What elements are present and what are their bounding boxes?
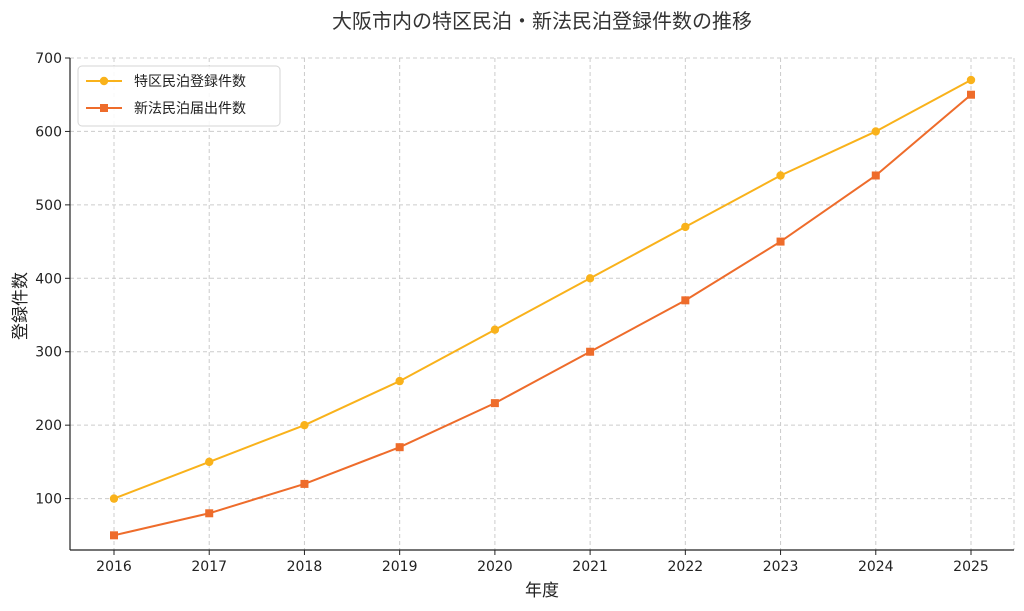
axes — [69, 58, 1014, 551]
series-line — [113, 79, 972, 500]
data-point — [967, 90, 975, 99]
data-point — [110, 531, 118, 540]
x-tick-label: 2020 — [477, 559, 513, 575]
x-tick-label: 2022 — [668, 559, 704, 575]
series-group — [109, 75, 976, 540]
data-point — [966, 75, 976, 85]
data-point — [395, 376, 404, 386]
x-tick-label: 2018 — [287, 559, 323, 575]
data-point — [205, 457, 214, 467]
data-point — [586, 347, 595, 356]
x-tick-label: 2019 — [382, 559, 418, 575]
y-tick-label: 500 — [35, 198, 62, 214]
legend-label: 新法民泊届出件数 — [134, 101, 246, 117]
data-point — [205, 509, 214, 518]
data-point — [395, 443, 404, 452]
data-point — [490, 399, 499, 408]
x-tick-label: 2021 — [572, 559, 608, 575]
y-axis-ticks: 100 200 300 400 500 600 700 — [35, 51, 70, 508]
series-1 — [109, 75, 976, 503]
y-tick-label: 200 — [35, 418, 62, 434]
y-tick-label: 400 — [35, 271, 62, 287]
legend-item: 新法民泊届出件数 — [86, 101, 246, 117]
x-tick-label: 2025 — [953, 559, 989, 575]
data-point — [776, 237, 785, 246]
series-2 — [110, 90, 975, 540]
y-axis-label: 登録件数 — [11, 272, 31, 340]
x-axis-ticks: 2016 2017 2018 2019 2020 2021 2022 2023 2024 2025 — [96, 550, 989, 575]
x-tick-label: 2023 — [763, 559, 799, 575]
data-point — [490, 325, 500, 334]
y-tick-label: 600 — [35, 124, 62, 140]
legend-box — [77, 65, 281, 127]
data-point — [109, 494, 119, 503]
data-point — [776, 171, 785, 180]
legend-item: 特区民泊登録件数 — [86, 74, 246, 90]
data-point — [871, 171, 880, 180]
data-point — [871, 127, 880, 136]
data-point — [681, 222, 690, 232]
data-point — [681, 296, 690, 305]
legend-marker — [100, 104, 108, 112]
y-tick-label: 700 — [35, 51, 62, 67]
data-point — [585, 274, 595, 283]
data-point — [300, 479, 309, 488]
y-tick-label: 100 — [35, 492, 62, 508]
x-axis-label: 年度 — [525, 581, 559, 601]
x-tick-label: 2016 — [96, 559, 132, 575]
x-tick-label: 2024 — [858, 559, 894, 575]
y-tick-label: 300 — [35, 345, 62, 361]
series-line — [113, 93, 972, 537]
legend-marker — [99, 76, 109, 86]
chart-title: 大阪市内の特区民泊・新法民泊登録件数の推移 — [332, 9, 752, 33]
data-point — [300, 420, 309, 430]
x-tick-label: 2017 — [191, 559, 227, 575]
legend-label: 特区民泊登録件数 — [134, 74, 246, 90]
